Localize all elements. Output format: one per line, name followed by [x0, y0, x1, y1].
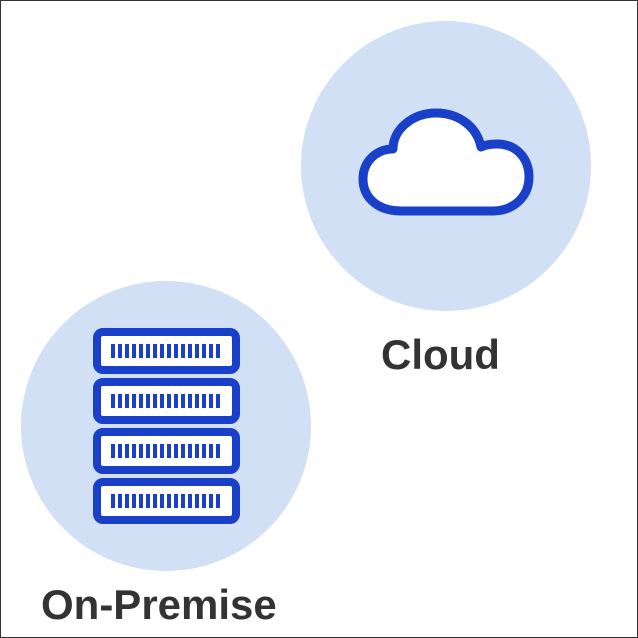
- server-unit-3: [97, 432, 236, 470]
- server-icon: [89, 326, 244, 526]
- cloud-circle: [301, 21, 591, 311]
- cloud-path: [363, 113, 529, 211]
- on-premise-label: On-Premise: [41, 581, 277, 629]
- server-unit-2: [97, 382, 236, 420]
- cloud-icon: [351, 101, 541, 231]
- cloud-label: Cloud: [381, 331, 500, 379]
- on-premise-circle: [21, 281, 311, 571]
- server-unit-4: [97, 482, 236, 520]
- server-unit-1: [97, 332, 236, 370]
